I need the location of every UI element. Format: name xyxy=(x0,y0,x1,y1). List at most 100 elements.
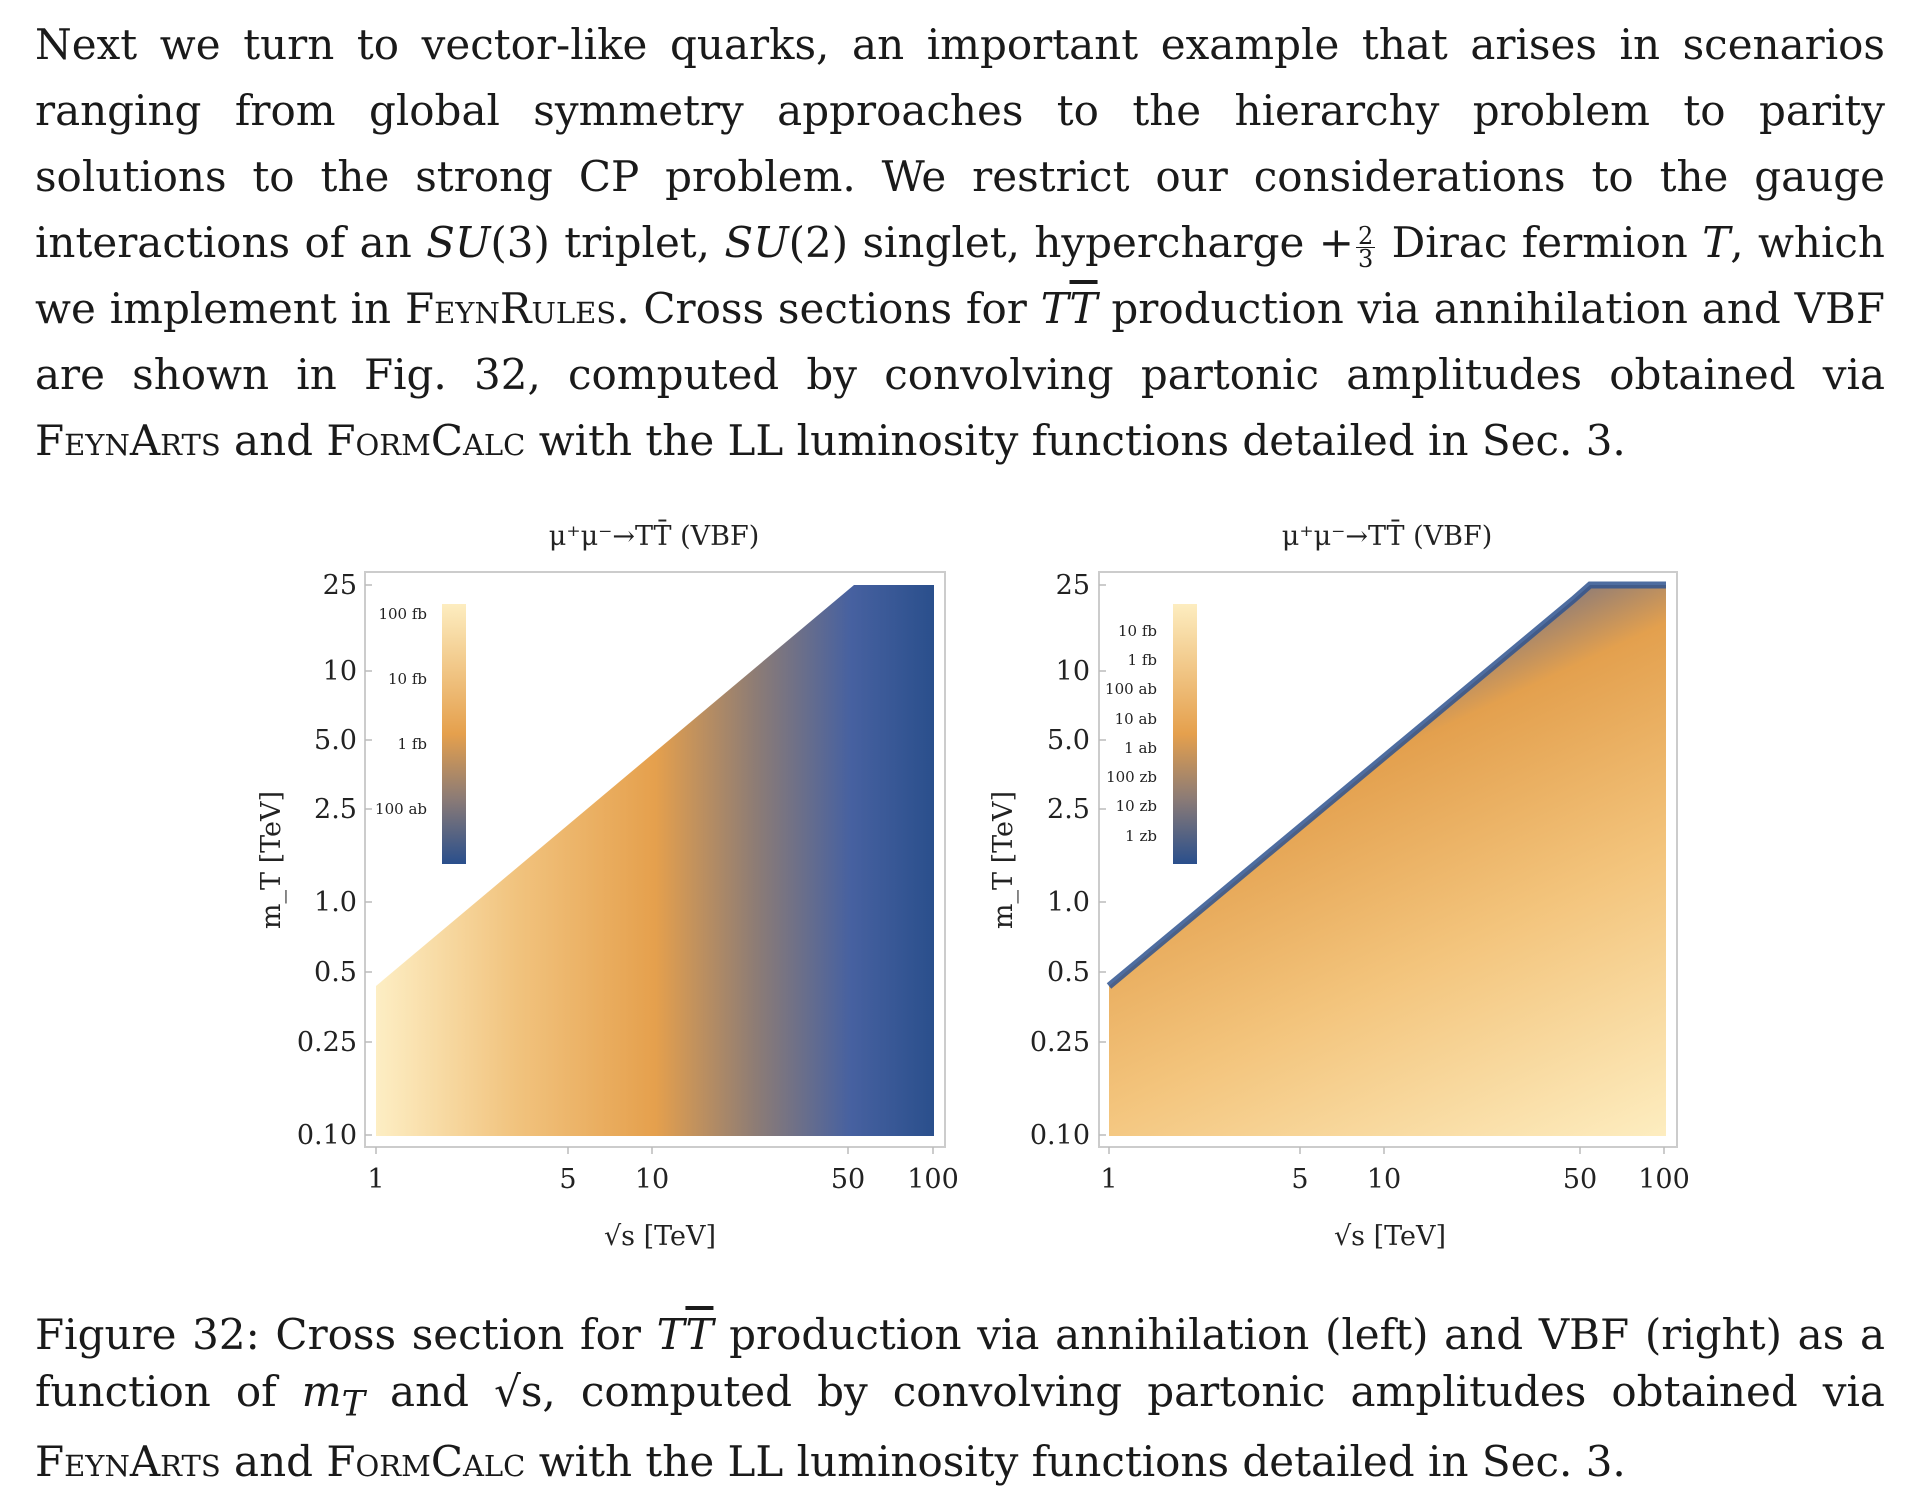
left-y-tick: 0.5 xyxy=(314,957,357,988)
right-plot: μ⁺μ⁻→TT̄ (VBF) 10 fb 1 fb 100 ab 10 ab 1… xyxy=(988,518,1690,1252)
right-x-tick-marks xyxy=(1108,1147,1665,1154)
right-cb-label: 10 zb xyxy=(1116,797,1157,815)
left-x-label: √s [TeV] xyxy=(604,1221,716,1252)
feynarts-name: FeynArts xyxy=(35,416,221,465)
right-x-tick: 50 xyxy=(1563,1164,1597,1195)
left-y-tick: 25 xyxy=(323,570,357,601)
left-x-tick: 5 xyxy=(559,1164,576,1195)
left-y-tick: 0.10 xyxy=(297,1120,357,1151)
right-y-tick: 0.5 xyxy=(1047,957,1090,988)
caption-text: with the LL luminosity functions detaile… xyxy=(525,1437,1626,1487)
left-y-label: m_T [TeV] xyxy=(256,791,287,929)
right-cb-label: 1 zb xyxy=(1125,827,1157,845)
right-cb-label: 10 ab xyxy=(1115,710,1157,728)
right-y-tick: 5.0 xyxy=(1047,725,1090,756)
mass-subscript: T xyxy=(341,1384,365,1425)
right-y-tick-marks xyxy=(1099,584,1106,1136)
left-plot-title: μ⁺μ⁻→TT̄ (VBF) xyxy=(549,518,759,552)
su2-arg: (2) xyxy=(788,218,849,267)
right-y-tick: 0.10 xyxy=(1030,1120,1090,1151)
right-y-tick: 25 xyxy=(1056,570,1090,601)
caption-text: Figure 32: Cross section for xyxy=(35,1310,657,1359)
right-y-tick: 1.0 xyxy=(1047,887,1090,918)
para-text: Dirac fermion xyxy=(1377,218,1703,267)
tbar-symbol: T xyxy=(1069,284,1098,333)
formcalc-name: FormCalc xyxy=(326,416,526,465)
right-cb-label: 1 ab xyxy=(1124,739,1157,757)
fermion-symbol: T xyxy=(1702,218,1731,267)
right-colorbar xyxy=(1173,604,1197,864)
left-x-tick: 1 xyxy=(367,1164,384,1195)
right-cb-label: 100 zb xyxy=(1106,768,1157,786)
para-text: with the LL luminosity functions detaile… xyxy=(525,416,1626,465)
su2-symbol: SU xyxy=(724,218,789,267)
t-symbol: T xyxy=(1040,284,1070,333)
fraction-numerator: 2 xyxy=(1355,222,1376,250)
right-cb-label: 10 fb xyxy=(1118,622,1157,640)
left-colorbar-labels: 100 fb 10 fb 1 fb 100 ab xyxy=(375,605,427,818)
left-y-ticks: 25 10 5.0 2.5 1.0 0.5 0.25 0.10 xyxy=(297,570,357,1151)
right-x-tick: 1 xyxy=(1100,1164,1117,1195)
left-x-ticks: 1 5 10 50 100 xyxy=(367,1164,958,1195)
left-cb-label: 100 fb xyxy=(378,605,427,623)
right-y-tick: 10 xyxy=(1056,656,1090,687)
right-x-tick: 100 xyxy=(1638,1164,1690,1195)
feynrules-name: FeynRules xyxy=(404,284,617,333)
figure-caption: Figure 32: Cross section for TT producti… xyxy=(35,1306,1885,1490)
right-x-label: √s [TeV] xyxy=(1334,1221,1446,1252)
caption-text: production via annihilation (left) and V… xyxy=(35,1310,1886,1416)
right-x-ticks: 1 5 10 50 100 xyxy=(1100,1164,1689,1195)
left-y-tick: 10 xyxy=(323,656,357,687)
para-text: and xyxy=(220,416,327,465)
right-x-tick: 10 xyxy=(1367,1164,1401,1195)
caption-text: , computed by convolving partonic amplit… xyxy=(542,1367,1885,1416)
right-colorbar-labels: 10 fb 1 fb 100 ab 10 ab 1 ab 100 zb 10 z… xyxy=(1105,622,1157,845)
right-y-label: m_T [TeV] xyxy=(988,791,1019,929)
mass-symbol: m xyxy=(301,1367,342,1416)
tbar-symbol: T xyxy=(685,1310,714,1359)
para-text: production via annihilation and VBF are … xyxy=(35,284,1885,399)
left-y-tick: 0.25 xyxy=(297,1027,357,1058)
caption-text: and xyxy=(364,1367,495,1416)
feynarts-name: FeynArts xyxy=(35,1437,221,1487)
para-text: , which we implement in xyxy=(35,218,1885,333)
figure-32: μ⁺μ⁻→TT̄ (VBF) 100 fb 10 fb 1 fb 100 ab … xyxy=(256,518,1690,1252)
left-x-tick: 100 xyxy=(907,1164,959,1195)
left-heatmap xyxy=(376,585,934,1136)
right-y-ticks: 25 10 5.0 2.5 1.0 0.5 0.25 0.10 xyxy=(1030,570,1090,1151)
t-symbol: T xyxy=(656,1310,686,1359)
left-plot: μ⁺μ⁻→TT̄ (VBF) 100 fb 10 fb 1 fb 100 ab … xyxy=(256,518,959,1252)
right-heatmap xyxy=(1109,585,1666,1136)
su3-symbol: SU xyxy=(426,218,491,267)
right-y-tick: 0.25 xyxy=(1030,1027,1090,1058)
su3-arg: (3) xyxy=(490,218,550,267)
right-kinematic-edge xyxy=(1106,581,1666,989)
left-cb-label: 10 fb xyxy=(388,670,427,688)
right-cb-label: 1 fb xyxy=(1128,651,1157,669)
left-y-tick-marks xyxy=(365,584,372,1136)
caption-text: and xyxy=(220,1437,327,1487)
left-x-tick-marks xyxy=(375,1147,934,1154)
right-plot-title: μ⁺μ⁻→TT̄ (VBF) xyxy=(1282,518,1492,552)
sqrt-s-symbol: √s xyxy=(494,1367,543,1416)
para-text: triplet, xyxy=(549,218,725,267)
left-y-tick: 1.0 xyxy=(314,887,357,918)
left-cb-label: 100 ab xyxy=(375,800,427,818)
para-text: . Cross sections for xyxy=(616,284,1041,333)
left-x-tick: 50 xyxy=(831,1164,865,1195)
left-y-tick: 5.0 xyxy=(314,725,357,756)
right-x-tick: 5 xyxy=(1291,1164,1308,1195)
body-paragraph: Next we turn to vector-like quarks, an i… xyxy=(35,12,1885,474)
formcalc-name: FormCalc xyxy=(326,1437,526,1487)
fraction-denominator: 3 xyxy=(1357,245,1374,273)
left-plot-frame xyxy=(364,571,946,1148)
para-text: Next we turn to vector-like quarks, an i… xyxy=(35,20,1885,267)
para-text: singlet, hypercharge + xyxy=(848,218,1354,267)
left-colorbar xyxy=(442,604,466,864)
left-y-tick: 2.5 xyxy=(314,794,357,825)
right-cb-label: 100 ab xyxy=(1105,680,1157,698)
right-y-tick: 2.5 xyxy=(1047,794,1090,825)
right-plot-frame xyxy=(1098,571,1678,1148)
left-cb-label: 1 fb xyxy=(398,735,427,753)
